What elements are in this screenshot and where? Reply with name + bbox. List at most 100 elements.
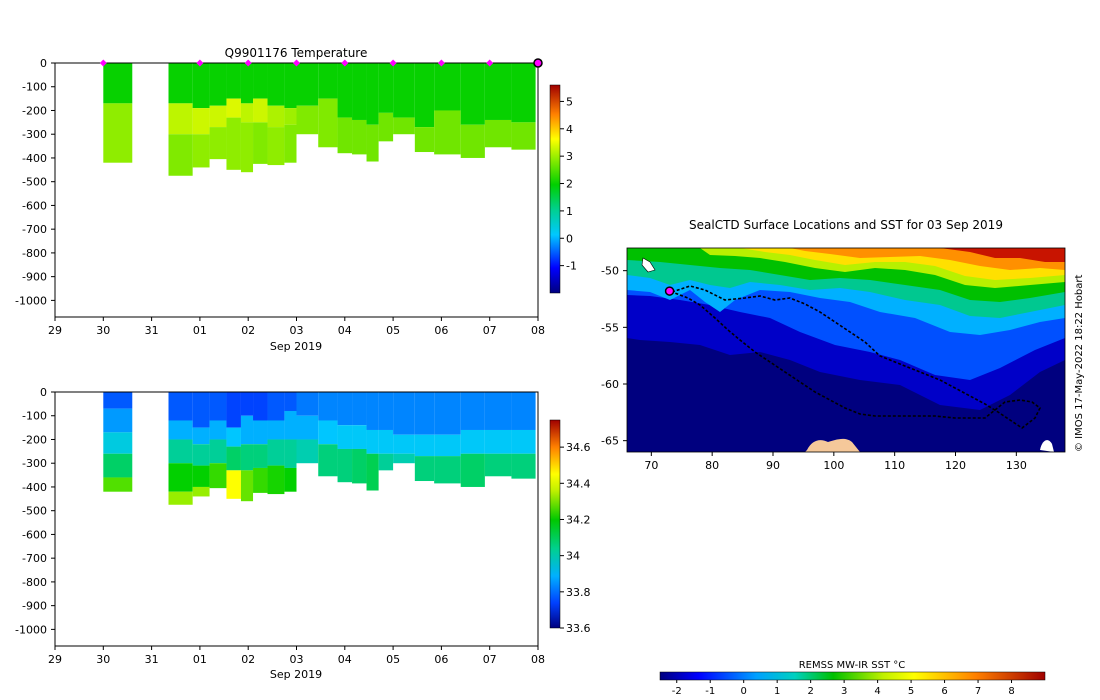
salinity-cell: [209, 439, 227, 464]
map-x-tick-label: 110: [884, 459, 905, 472]
salinity-x-tick-label: 29: [48, 653, 62, 666]
salinity-colorbar-tick-label: 33.8: [566, 586, 591, 599]
temperature-y-tick-label: -600: [22, 199, 47, 212]
salinity-colorbar-tick-label: 34.6: [566, 441, 591, 454]
salinity-panel: 0 -100 -200 -300 -400 -500 -600 -700 -800 -900 -10…: [15, 386, 590, 681]
temperature-panel: Q9901176 Temperature 0 -100 -200 -300 -400 -5…: [15, 46, 577, 353]
temperature-x-tick-label: 06: [434, 324, 448, 337]
salinity-x-ticks: 29 30 31 01 02 03 04 05 06 07 08: [48, 646, 545, 666]
salinity-cell: [209, 420, 227, 440]
temperature-cell: [209, 105, 227, 128]
salinity-cell: [414, 392, 435, 435]
temperature-x-ticks: 29 30 31 01 02 03 04 05 06 07 08: [48, 317, 545, 337]
map-x-tick-label: 80: [705, 459, 719, 472]
salinity-x-tick-label: 05: [386, 653, 400, 666]
sst-colorbar-ticks: -2 -1 0 1 2 3 4 5 6 7 8: [672, 680, 1015, 697]
salinity-cell: [103, 408, 133, 433]
salinity-y-tick-label: -1000: [15, 623, 47, 636]
temperature-cell: [366, 124, 379, 162]
temperature-x-tick-label: 04: [338, 324, 352, 337]
sst-colorbar-tick-label: 8: [1008, 686, 1014, 697]
temperature-cell: [168, 63, 193, 104]
kerguelen-island: [641, 257, 656, 273]
map-x-ticks: 70 80 90 100 110 120 130: [644, 452, 1027, 472]
salinity-cell: [192, 427, 210, 445]
temperature-cell: [434, 110, 461, 155]
profile-marker: [486, 59, 494, 67]
salinity-cell: [484, 453, 512, 477]
salinity-cell: [337, 448, 353, 483]
salinity-cell: [284, 392, 297, 411]
salinity-cell: [378, 429, 394, 454]
salinity-y-tick-label: -300: [22, 457, 47, 470]
profile-marker: [196, 59, 204, 67]
temperature-cell: [253, 98, 268, 123]
salinity-cell: [267, 465, 285, 495]
temperature-x-tick-label: 05: [386, 324, 400, 337]
salinity-cell: [253, 392, 268, 421]
salinity-colorbar-ticks: 34.6 34.4 34.2 34 33.8 33.6: [560, 441, 591, 635]
temperature-y-tick-label: -300: [22, 128, 47, 141]
temperature-cell: [296, 105, 319, 135]
temperature-colorbar-tick-label: 4: [566, 123, 573, 136]
salinity-y-ticks: 0 -100 -200 -300 -400 -500 -600 -700 -800 -900 -10…: [15, 386, 55, 636]
temperature-cell: [192, 63, 210, 109]
salinity-y-tick-label: -900: [22, 600, 47, 613]
salinity-cell: [352, 425, 367, 449]
temperature-cell: [434, 63, 461, 111]
salinity-x-tick-label: 31: [145, 653, 159, 666]
profile-marker: [293, 59, 300, 67]
map-y-tick-label: -65: [601, 435, 619, 448]
salinity-cell: [103, 392, 133, 409]
salinity-y-tick-label: -200: [22, 433, 47, 446]
salinity-cell: [103, 453, 133, 478]
salinity-cell: [511, 392, 536, 430]
salinity-cell: [393, 434, 415, 454]
salinity-y-tick-label: -400: [22, 481, 47, 494]
map-y-tick-label: -55: [601, 321, 619, 334]
salinity-cell: [318, 392, 338, 421]
profile-marker: [437, 59, 445, 67]
salinity-cell: [378, 392, 394, 430]
temperature-colorbar-tick-label: 3: [566, 150, 573, 163]
salinity-y-tick-label: -100: [22, 410, 47, 423]
temperature-cell: [318, 63, 338, 99]
temperature-x-tick-label: 02: [241, 324, 255, 337]
temperature-cell: [192, 134, 210, 168]
temperature-cell: [168, 103, 193, 135]
salinity-cell: [168, 439, 193, 464]
imos-credit: © IMOS 17-May-2022 18:22 Hobart: [1074, 275, 1085, 452]
temperature-cell: [240, 63, 254, 104]
sst-colorbar-tick-label: 2: [807, 686, 813, 697]
temperature-x-tick-label: 31: [145, 324, 159, 337]
temperature-cell: [226, 117, 241, 170]
temperature-cell: [209, 63, 227, 106]
salinity-cell: [253, 467, 268, 493]
temperature-cell: [103, 103, 133, 163]
temperature-cell: [253, 122, 268, 164]
temperature-cell: [460, 124, 485, 158]
temperature-colorbar-tick-label: 0: [566, 232, 573, 245]
temperature-cell: [337, 63, 353, 118]
map-x-tick-label: 70: [644, 459, 658, 472]
sst-colorbar-tick-label: 1: [774, 686, 780, 697]
salinity-cell: [209, 392, 227, 421]
salinity-cell: [168, 392, 193, 421]
salinity-cell: [414, 456, 435, 482]
salinity-cell: [393, 453, 415, 464]
salinity-x-tick-label: 08: [531, 653, 545, 666]
salinity-cell: [484, 392, 512, 430]
temperature-x-tick-label: 29: [48, 324, 62, 337]
salinity-xlabel: Sep 2019: [270, 668, 322, 681]
salinity-cell: [267, 439, 285, 466]
salinity-cell: [240, 415, 254, 445]
temperature-y-tick-label: -400: [22, 152, 47, 165]
sst-band-9: [940, 248, 1065, 262]
salinity-cell: [284, 410, 297, 440]
salinity-cell: [434, 392, 461, 435]
temperature-y-ticks: 0 -100 -200 -300 -400 -500 -600 -700 -800 -900 -10…: [15, 57, 55, 307]
salinity-cell: [318, 444, 338, 477]
antarctic-land: [805, 438, 860, 452]
salinity-cell: [192, 392, 210, 428]
salinity-cell: [253, 420, 268, 445]
